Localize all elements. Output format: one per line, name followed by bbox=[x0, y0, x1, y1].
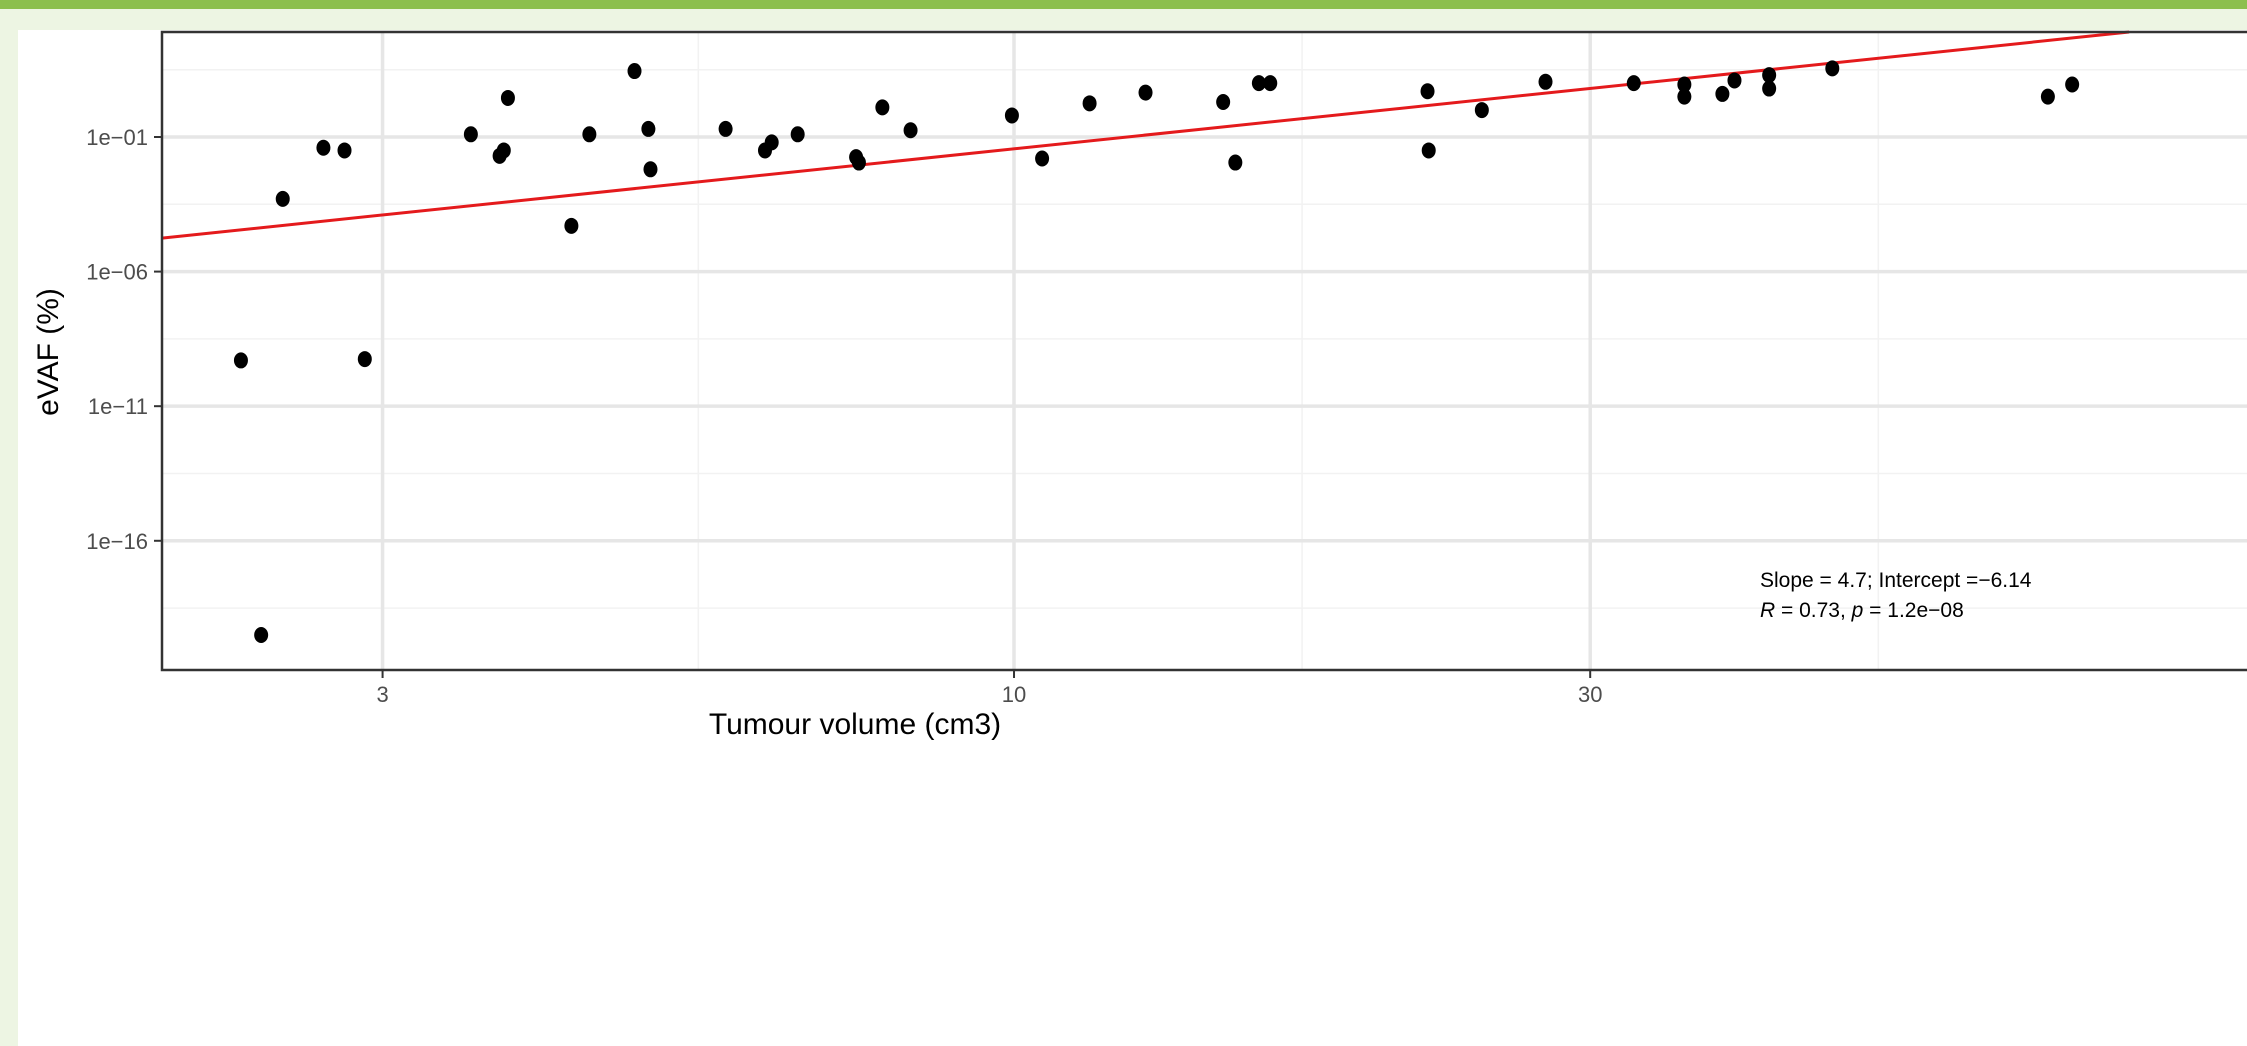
data-point bbox=[1138, 84, 1153, 101]
scatter-chart: 3 10 30 1e−01 1e−06 1e−11 1e−16 eVAF (%) Tumo… bbox=[32, 30, 2247, 741]
data-point bbox=[643, 161, 658, 178]
annotation-p-value: = 1.2e−08 bbox=[1863, 599, 1963, 622]
y-tick-label: 1e−11 bbox=[88, 394, 148, 419]
header-band bbox=[0, 0, 2247, 9]
data-point bbox=[875, 99, 890, 116]
data-point bbox=[1251, 75, 1266, 92]
data-point bbox=[1538, 73, 1553, 90]
data-point bbox=[1762, 67, 1777, 84]
data-point bbox=[790, 126, 805, 143]
annotation-slope-intercept: Slope = 4.7; Intercept =−6.14 bbox=[1760, 569, 2032, 592]
regression-line bbox=[161, 30, 2130, 240]
data-point bbox=[1825, 60, 1840, 77]
y-axis-title: eVAF (%) bbox=[32, 288, 65, 416]
data-point bbox=[1474, 102, 1489, 119]
data-point bbox=[496, 142, 511, 159]
annotation-r-value: = 0.73, bbox=[1775, 599, 1851, 622]
data-point bbox=[641, 120, 656, 137]
data-point bbox=[357, 351, 372, 368]
data-point bbox=[463, 126, 478, 143]
data-point bbox=[254, 627, 269, 644]
data-point bbox=[1715, 85, 1730, 102]
y-tick-label: 1e−01 bbox=[86, 125, 148, 150]
data-points bbox=[233, 60, 2080, 644]
data-point bbox=[500, 89, 515, 106]
data-point bbox=[718, 120, 733, 137]
data-point bbox=[1004, 107, 1019, 124]
data-point bbox=[1677, 76, 1692, 93]
data-point bbox=[1420, 83, 1435, 100]
data-point bbox=[627, 63, 642, 80]
annotation-p-label: p bbox=[1851, 599, 1864, 622]
x-tick-label: 3 bbox=[376, 682, 388, 707]
data-point bbox=[1626, 75, 1641, 92]
data-point bbox=[1263, 75, 1278, 92]
annotation-stats: R = 0.73, p = 1.2e−08 bbox=[1760, 599, 1964, 622]
data-point bbox=[337, 142, 352, 159]
data-point bbox=[1727, 72, 1742, 89]
data-point bbox=[233, 352, 248, 369]
data-point bbox=[2065, 76, 2080, 93]
y-axis: 1e−01 1e−06 1e−11 1e−16 bbox=[86, 125, 162, 554]
major-gridlines bbox=[162, 32, 2247, 670]
y-tick-label: 1e−06 bbox=[86, 260, 148, 285]
data-point bbox=[1082, 95, 1097, 112]
x-tick-label: 10 bbox=[1002, 682, 1026, 707]
data-point bbox=[903, 122, 918, 139]
data-point bbox=[764, 134, 779, 151]
figure-card: 3 10 30 1e−01 1e−06 1e−11 1e−16 eVAF (%) Tumo… bbox=[18, 30, 2247, 1046]
data-point bbox=[582, 126, 597, 143]
data-point bbox=[851, 154, 866, 171]
data-point bbox=[1421, 142, 1436, 159]
annotation-r-label: R bbox=[1760, 599, 1775, 622]
data-point bbox=[1677, 88, 1692, 105]
data-point bbox=[564, 217, 579, 234]
regression-layer bbox=[161, 30, 2130, 240]
plot-border bbox=[160, 30, 2247, 672]
x-axis-title: Tumour volume (cm3) bbox=[709, 708, 1001, 741]
data-point bbox=[1035, 150, 1050, 167]
data-point bbox=[275, 190, 290, 207]
data-point bbox=[1228, 154, 1243, 171]
data-point bbox=[1216, 93, 1231, 110]
data-point bbox=[2040, 88, 2055, 105]
y-tick-label: 1e−16 bbox=[86, 529, 148, 554]
data-point bbox=[316, 139, 331, 156]
x-tick-label: 30 bbox=[1578, 682, 1602, 707]
x-axis: 3 10 30 bbox=[376, 670, 1602, 707]
data-point bbox=[1762, 80, 1777, 97]
